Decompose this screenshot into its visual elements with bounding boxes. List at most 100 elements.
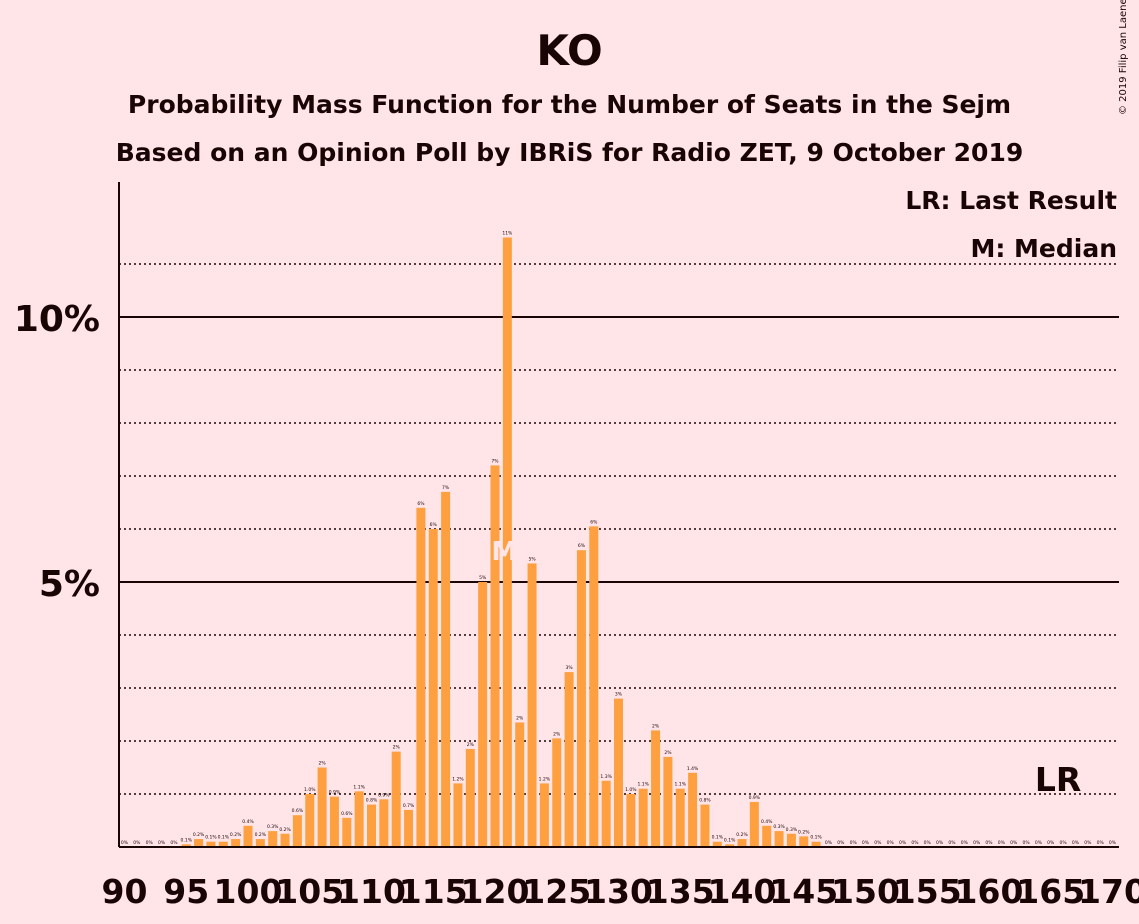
bar-value-label: 0.4% xyxy=(761,819,773,825)
bar-value-label: 0.4% xyxy=(242,819,254,825)
bar-value-label: 0% xyxy=(973,840,981,846)
bar-value-label: 2% xyxy=(664,750,672,756)
bar xyxy=(614,698,623,847)
bar-value-label: 6% xyxy=(590,519,598,525)
bar-value-label: 5% xyxy=(528,556,536,562)
bar xyxy=(181,844,191,847)
bar-value-label: 0% xyxy=(961,840,969,846)
x-tick-label: 90 xyxy=(102,872,148,911)
bar-value-label: 0.2% xyxy=(193,832,205,838)
bar-value-label: 6% xyxy=(578,543,586,549)
bar xyxy=(379,799,389,847)
bar xyxy=(700,804,710,847)
x-tick-label: 100 xyxy=(214,872,283,911)
bar-value-label: 0.1% xyxy=(218,835,230,841)
bar-value-label: 6% xyxy=(417,501,425,507)
bar xyxy=(601,780,611,847)
bar-value-label: 1.0% xyxy=(625,787,637,793)
bar-value-label: 0% xyxy=(121,840,129,846)
bar xyxy=(490,465,500,847)
x-tick-label: 120 xyxy=(461,872,530,911)
bar-value-label: 0.9% xyxy=(329,790,341,796)
bar xyxy=(305,794,315,847)
bar xyxy=(663,756,673,847)
bar xyxy=(367,804,376,847)
bar-value-label: 6% xyxy=(430,522,438,528)
bar-value-label: 1.0% xyxy=(304,787,316,793)
bar-value-label: 0% xyxy=(1022,840,1030,846)
bar xyxy=(292,815,302,847)
bar-value-label: 0% xyxy=(1047,840,1055,846)
bar-value-label: 0% xyxy=(948,840,956,846)
bar-value-label: 0.1% xyxy=(181,837,193,843)
bar-value-label: 0% xyxy=(862,840,870,846)
bar-value-label: 0% xyxy=(899,840,907,846)
bar-value-label: 0.9% xyxy=(378,792,390,798)
bar xyxy=(391,751,401,847)
bar xyxy=(626,794,636,847)
bar xyxy=(329,796,339,847)
bar-value-label: 0% xyxy=(1109,840,1117,846)
bar-value-label: 0% xyxy=(874,840,882,846)
bar-value-label: 1.2% xyxy=(539,776,551,782)
x-tick-label: 105 xyxy=(275,872,344,911)
x-tick-label: 165 xyxy=(1016,872,1085,911)
bar xyxy=(725,844,735,847)
x-tick-label: 135 xyxy=(646,872,715,911)
bar xyxy=(712,841,722,847)
bar-value-label: 7% xyxy=(442,485,450,491)
bar-value-label: 0% xyxy=(850,840,858,846)
bar xyxy=(416,507,426,847)
bar-value-label: 0% xyxy=(1035,840,1043,846)
bar xyxy=(589,526,599,847)
bar-value-label: 1.3% xyxy=(600,774,612,780)
bar xyxy=(478,582,488,847)
bar-value-label: 1.4% xyxy=(687,766,699,772)
bar-value-label: 0.6% xyxy=(292,808,304,814)
bar xyxy=(243,825,253,847)
bar xyxy=(465,748,475,847)
bar-value-label: 0% xyxy=(837,840,845,846)
x-tick-label: 150 xyxy=(831,872,900,911)
bar-value-label: 0% xyxy=(158,840,166,846)
bar xyxy=(354,791,364,847)
bar xyxy=(194,839,204,847)
y-tick-label: 5% xyxy=(39,564,100,605)
chart-subtitle: Probability Mass Function for the Number… xyxy=(127,90,1012,119)
bar xyxy=(280,833,290,847)
bar-value-label: 0.8% xyxy=(366,798,378,804)
bar-value-label: 0% xyxy=(936,840,944,846)
bar xyxy=(688,772,698,847)
bar-value-label: 0% xyxy=(924,840,932,846)
x-tick-label: 115 xyxy=(399,872,468,911)
bar-value-label: 1.1% xyxy=(353,784,365,790)
bar xyxy=(527,563,537,847)
bar-value-label: 0% xyxy=(985,840,993,846)
bar-value-label: 0.3% xyxy=(786,827,798,833)
bar-value-label: 2% xyxy=(652,723,660,729)
x-tick-label: 145 xyxy=(769,872,838,911)
bar xyxy=(206,841,216,847)
bar-value-label: 0% xyxy=(1010,840,1018,846)
bar xyxy=(218,841,228,847)
bar xyxy=(651,730,661,847)
bar-value-label: 2% xyxy=(319,761,327,767)
median-marker: M xyxy=(491,537,517,567)
bar-value-label: 0% xyxy=(133,840,141,846)
bar-value-label: 0.6% xyxy=(341,811,353,817)
bar-value-label: 1.1% xyxy=(637,782,649,788)
last-result-marker: LR xyxy=(1035,760,1081,799)
bar-value-label: 0.9% xyxy=(749,795,761,801)
x-tick-label: 155 xyxy=(893,872,962,911)
bar-value-label: 1.1% xyxy=(675,782,687,788)
bar xyxy=(342,817,352,847)
legend-median: M: Median xyxy=(970,234,1117,263)
bar-value-label: 0.2% xyxy=(798,829,810,835)
bar xyxy=(762,825,772,847)
bar-value-label: 0% xyxy=(998,840,1006,846)
chart-subtitle-2: Based on an Opinion Poll by IBRiS for Ra… xyxy=(115,138,1024,167)
bar xyxy=(564,672,574,847)
bar xyxy=(453,783,463,847)
x-tick-label: 95 xyxy=(163,872,209,911)
bar-value-label: 7% xyxy=(491,458,499,464)
